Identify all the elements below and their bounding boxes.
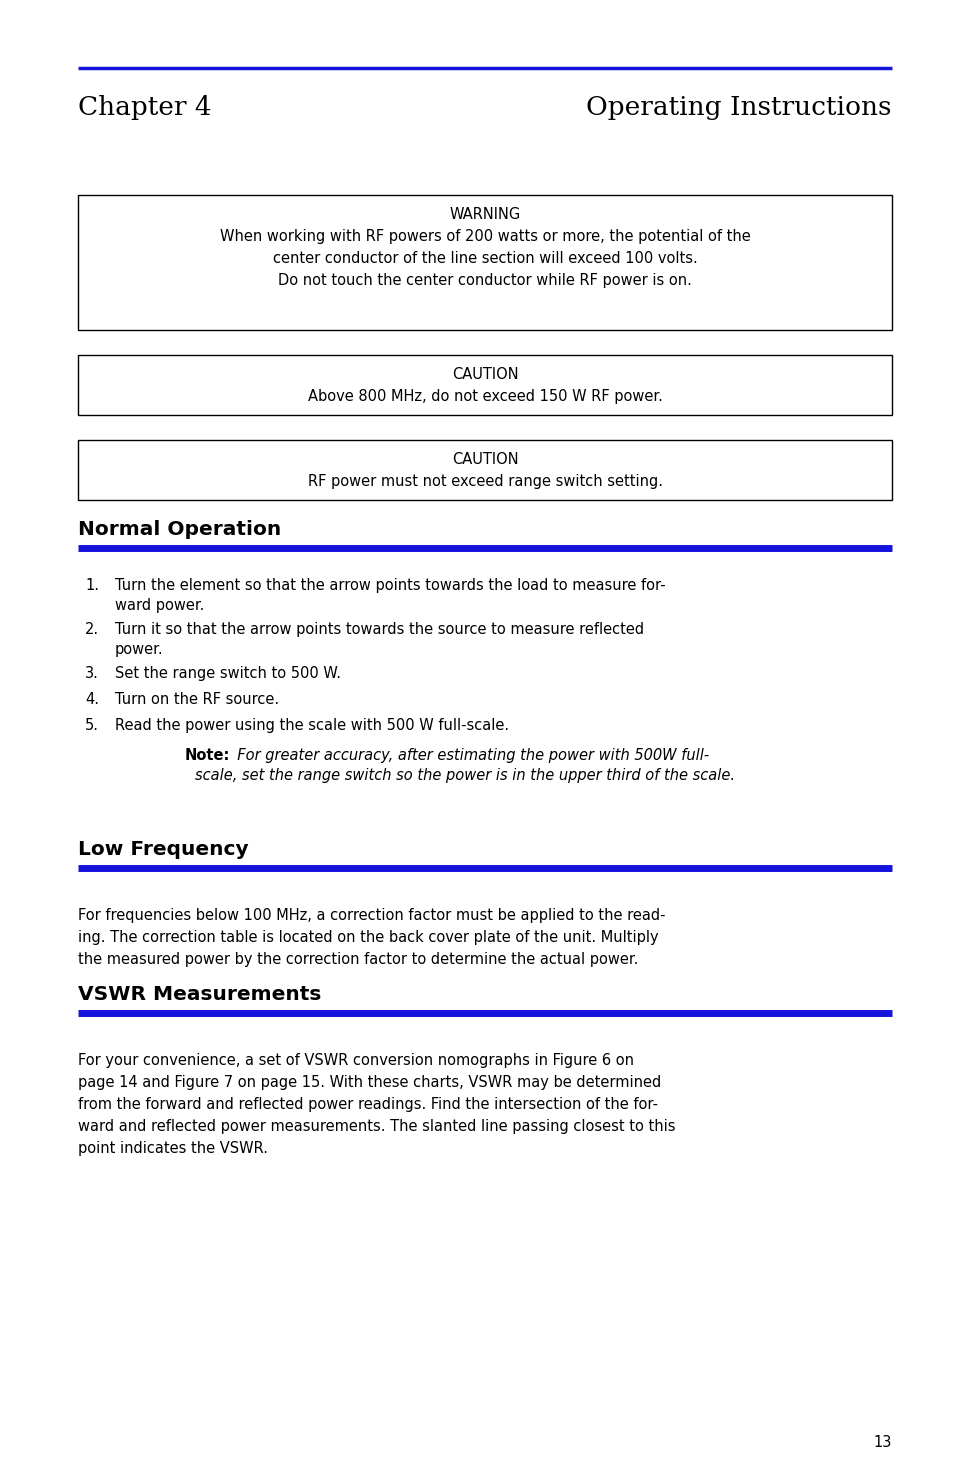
Text: Operating Instructions: Operating Instructions	[586, 94, 891, 119]
Text: Turn the element so that the arrow points towards the load to measure for-: Turn the element so that the arrow point…	[115, 578, 665, 593]
Text: the measured power by the correction factor to determine the actual power.: the measured power by the correction fac…	[78, 951, 638, 968]
Bar	[78, 195, 891, 330]
Text: Read the power using the scale with 500 W full-scale.: Read the power using the scale with 500 …	[115, 718, 509, 733]
Text: ward and reflected power measurements. The slanted line passing closest to this: ward and reflected power measurements. T…	[78, 1120, 675, 1134]
Text: power.: power.	[115, 642, 164, 656]
Text: WARNING: WARNING	[449, 207, 520, 223]
Text: 3.: 3.	[85, 667, 99, 681]
Text: ing. The correction table is located on the back cover plate of the unit. Multip: ing. The correction table is located on …	[78, 931, 659, 945]
Text: CAUTION: CAUTION	[452, 451, 517, 468]
Text: center conductor of the line section will exceed 100 volts.: center conductor of the line section wil…	[273, 251, 697, 266]
Text: Set the range switch to 500 W.: Set the range switch to 500 W.	[115, 667, 340, 681]
Text: scale, set the range switch so the power is in the upper third of the scale.: scale, set the range switch so the power…	[194, 768, 734, 783]
Text: Note:: Note:	[185, 748, 230, 763]
Text: page 14 and Figure 7 on page 15. With these charts, VSWR may be determined: page 14 and Figure 7 on page 15. With th…	[78, 1075, 660, 1090]
Text: point indicates the VSWR.: point indicates the VSWR.	[78, 1142, 268, 1156]
Text: from the forward and reflected power readings. Find the intersection of the for-: from the forward and reflected power rea…	[78, 1097, 658, 1112]
Text: 1.: 1.	[85, 578, 99, 593]
Text: CAUTION: CAUTION	[452, 367, 517, 382]
Text: Turn it so that the arrow points towards the source to measure reflected: Turn it so that the arrow points towards…	[115, 622, 643, 637]
Text: 4.: 4.	[85, 692, 99, 707]
Text: 5.: 5.	[85, 718, 99, 733]
Text: For frequencies below 100 MHz, a correction factor must be applied to the read-: For frequencies below 100 MHz, a correct…	[78, 909, 665, 923]
Text: Chapter 4: Chapter 4	[78, 94, 212, 119]
Text: 2.: 2.	[85, 622, 99, 637]
Text: When working with RF powers of 200 watts or more, the potential of the: When working with RF powers of 200 watts…	[219, 229, 750, 243]
Text: Above 800 MHz, do not exceed 150 W RF power.: Above 800 MHz, do not exceed 150 W RF po…	[308, 389, 661, 404]
Text: For greater accuracy, after estimating the power with 500W full-: For greater accuracy, after estimating t…	[228, 748, 708, 763]
Text: 13: 13	[873, 1435, 891, 1450]
Text: For your convenience, a set of VSWR conversion nomographs in Figure 6 on: For your convenience, a set of VSWR conv…	[78, 1053, 634, 1068]
Text: VSWR Measurements: VSWR Measurements	[78, 985, 321, 1004]
Text: Do not touch the center conductor while RF power is on.: Do not touch the center conductor while …	[278, 273, 691, 288]
Bar	[78, 440, 891, 500]
Text: ward power.: ward power.	[115, 597, 204, 614]
Text: Normal Operation: Normal Operation	[78, 521, 281, 538]
Text: Turn on the RF source.: Turn on the RF source.	[115, 692, 279, 707]
Text: Low Frequency: Low Frequency	[78, 839, 249, 858]
Text: RF power must not exceed range switch setting.: RF power must not exceed range switch se…	[307, 473, 662, 490]
Bar	[78, 355, 891, 414]
